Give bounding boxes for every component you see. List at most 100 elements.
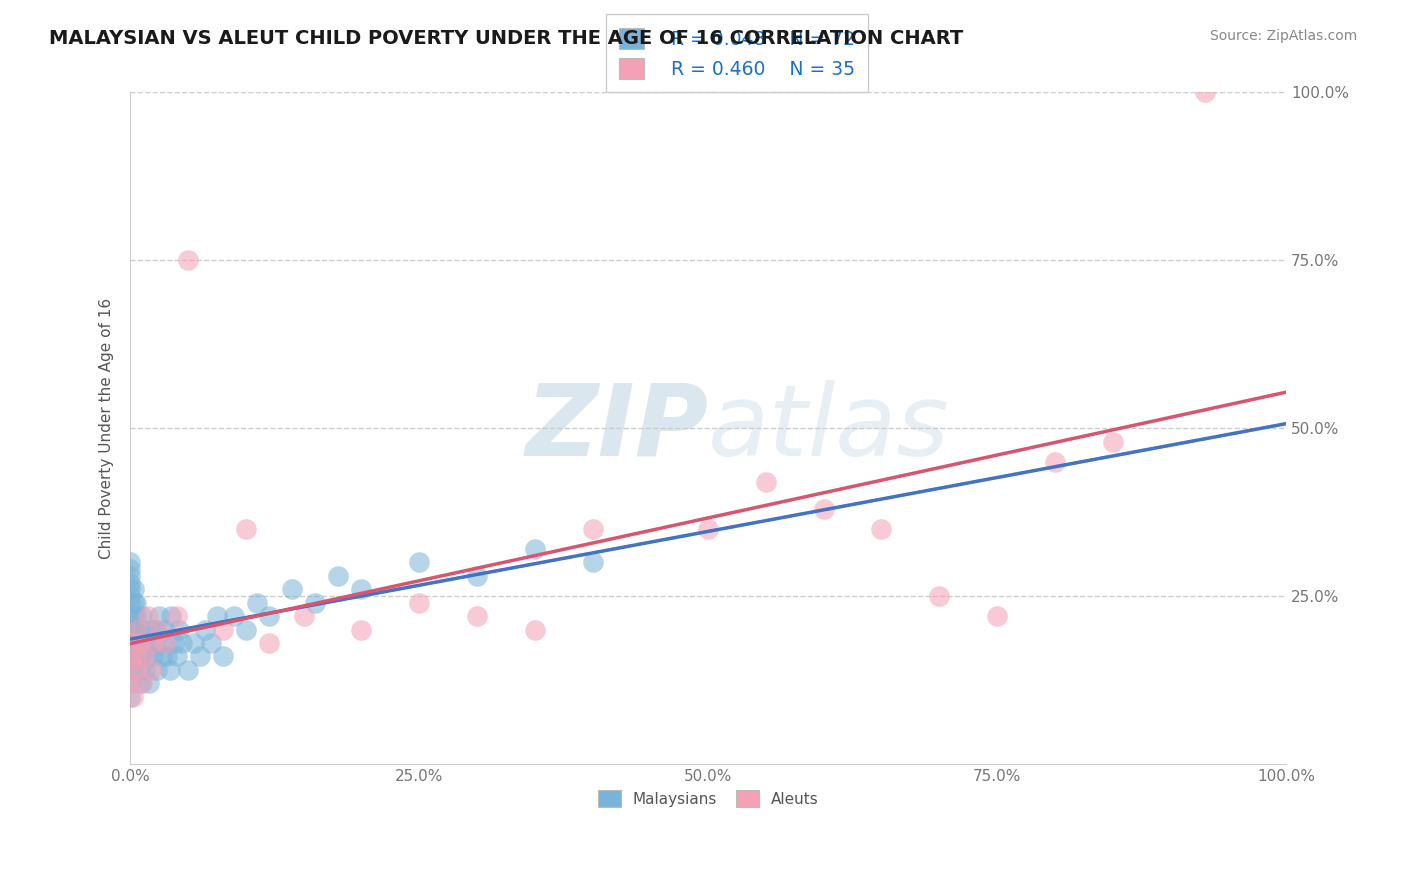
Point [122,582,145,597]
Point [257,636,280,650]
Point [122,596,145,610]
Point [120,589,142,603]
Point [135,649,157,664]
Point [120,596,142,610]
Text: MALAYSIAN VS ALEUT CHILD POVERTY UNDER THE AGE OF 16 CORRELATION CHART: MALAYSIAN VS ALEUT CHILD POVERTY UNDER T… [49,29,963,47]
Point [129,676,152,690]
Point [142,636,165,650]
Point [120,569,142,583]
Point [1194,86,1216,100]
Point [166,609,188,624]
Point [143,636,166,650]
Point [120,623,142,637]
Point [235,522,257,536]
Point [205,609,228,624]
Point [304,596,326,610]
Legend: Malaysians, Aleuts: Malaysians, Aleuts [592,784,825,814]
Point [523,623,546,637]
Point [127,623,149,637]
Point [124,649,146,664]
Point [120,562,142,576]
Point [127,623,149,637]
Point [131,676,153,690]
Point [159,609,181,624]
Point [125,596,148,610]
Point [408,555,430,569]
Point [523,541,546,556]
Text: Source: ZipAtlas.com: Source: ZipAtlas.com [1209,29,1357,43]
Point [813,501,835,516]
Point [120,676,142,690]
Point [152,636,174,650]
Point [163,636,186,650]
Point [139,623,162,637]
Point [138,676,160,690]
Point [120,582,142,597]
Point [122,636,145,650]
Point [408,596,430,610]
Point [328,569,350,583]
Point [120,609,142,624]
Point [167,623,190,637]
Point [194,623,217,637]
Point [211,623,233,637]
Point [224,609,246,624]
Point [235,623,257,637]
Text: atlas: atlas [709,380,950,476]
Point [121,609,143,624]
Point [153,636,176,650]
Point [142,649,165,664]
Point [128,663,150,677]
Point [120,636,142,650]
Point [131,609,153,624]
Point [136,609,159,624]
Point [120,555,142,569]
Point [581,555,603,569]
Point [177,663,200,677]
Point [128,636,150,650]
Point [153,623,176,637]
Point [697,522,720,536]
Point [134,623,156,637]
Point [120,676,142,690]
Point [134,663,156,677]
Point [928,589,950,603]
Point [127,649,149,664]
Point [120,575,142,590]
Point [127,636,149,650]
Y-axis label: Child Poverty Under the Age of 16: Child Poverty Under the Age of 16 [100,298,114,558]
Point [120,690,142,704]
Point [755,475,778,489]
Point [139,663,162,677]
Point [121,623,143,637]
Text: ZIP: ZIP [526,380,709,476]
Point [177,253,200,268]
Point [121,690,143,704]
Point [121,656,143,670]
Point [136,636,159,650]
Point [188,649,211,664]
Point [148,623,170,637]
Point [124,623,146,637]
Point [120,656,142,670]
Point [257,609,280,624]
Point [148,609,170,624]
Point [211,649,233,664]
Point [131,649,153,664]
Point [150,649,173,664]
Point [246,596,269,610]
Point [124,663,146,677]
Point [145,623,167,637]
Point [125,609,148,624]
Point [350,623,373,637]
Point [281,582,304,597]
Point [870,522,893,536]
Point [166,649,188,664]
Point [1043,455,1066,469]
Point [465,569,488,583]
Point [134,649,156,664]
Point [200,636,222,650]
Point [124,663,146,677]
Point [1101,434,1123,449]
Point [986,609,1008,624]
